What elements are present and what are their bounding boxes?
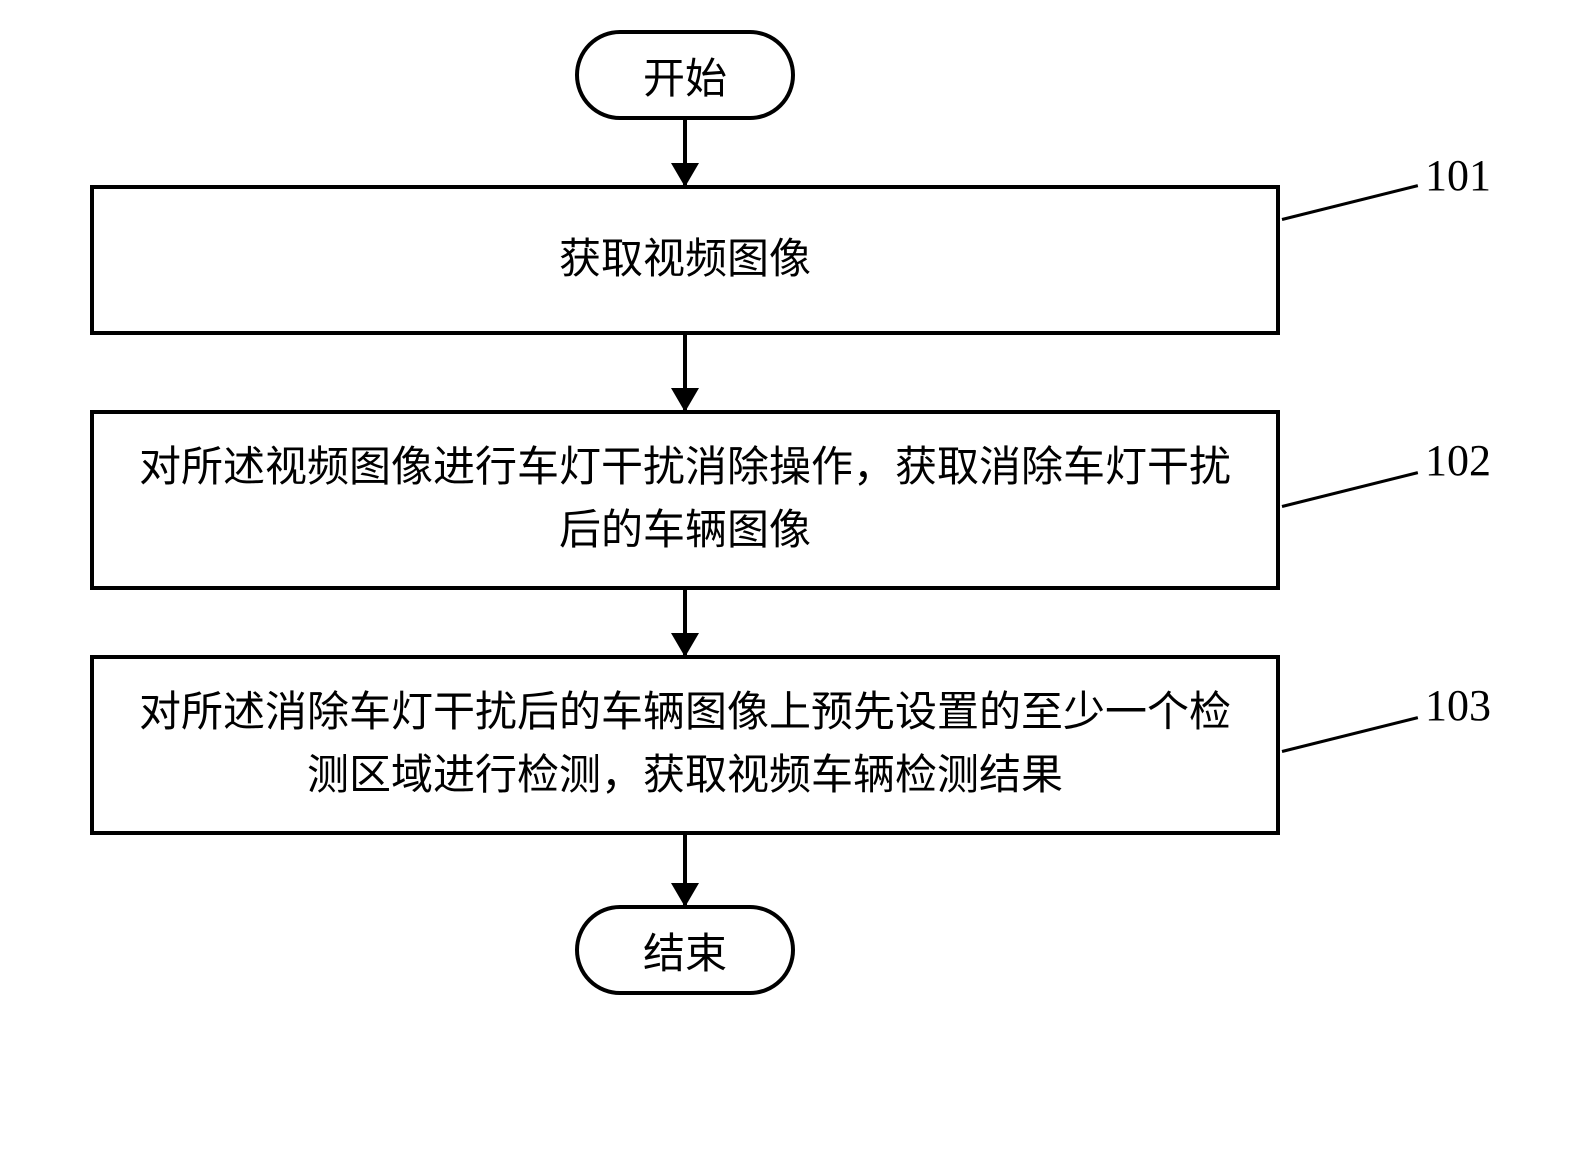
arrow-4-container [90, 835, 1280, 905]
arrow-1 [683, 120, 687, 185]
start-wrapper: 开始 [90, 30, 1280, 120]
start-label: 开始 [643, 45, 727, 106]
arrow-3 [683, 590, 687, 655]
flowchart-container: 开始 获取视频图像 对所述视频图像进行车灯干扰消除操作，获取消除车灯干扰后的车辆… [90, 30, 1490, 995]
label-101-text: 101 [1425, 151, 1491, 200]
label-102: 102 [1425, 435, 1491, 486]
arrow-1-container [90, 120, 1280, 185]
process-101-text: 获取视频图像 [559, 229, 811, 292]
arrow-3-container [90, 590, 1280, 655]
process-102-text: 对所述视频图像进行车灯干扰消除操作，获取消除车灯干扰后的车辆图像 [124, 437, 1246, 563]
arrow-2-container [90, 335, 1280, 410]
arrow-4 [683, 835, 687, 905]
label-101: 101 [1425, 150, 1491, 201]
process-103: 对所述消除车灯干扰后的车辆图像上预先设置的至少一个检测区域进行检测，获取视频车辆… [90, 655, 1280, 835]
process-101: 获取视频图像 [90, 185, 1280, 335]
process-103-text: 对所述消除车灯干扰后的车辆图像上预先设置的至少一个检测区域进行检测，获取视频车辆… [124, 682, 1246, 808]
label-103-text: 103 [1425, 681, 1491, 730]
label-103: 103 [1425, 680, 1491, 731]
start-terminator: 开始 [575, 30, 795, 120]
end-label: 结束 [643, 920, 727, 981]
end-terminator: 结束 [575, 905, 795, 995]
label-102-text: 102 [1425, 436, 1491, 485]
arrow-2 [683, 335, 687, 410]
process-102: 对所述视频图像进行车灯干扰消除操作，获取消除车灯干扰后的车辆图像 [90, 410, 1280, 590]
end-wrapper: 结束 [90, 905, 1280, 995]
